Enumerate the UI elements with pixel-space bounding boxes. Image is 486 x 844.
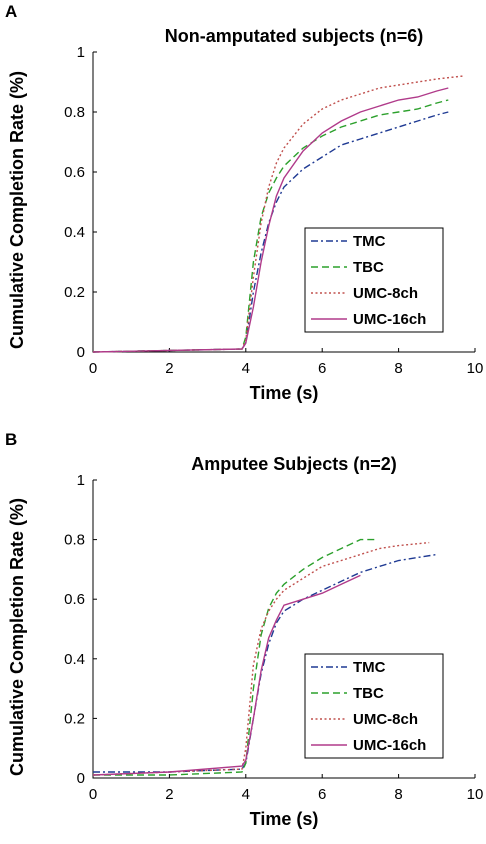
legend-label: TBC bbox=[353, 259, 384, 276]
x-tick-label: 6 bbox=[318, 786, 326, 803]
y-tick-label: 0.4 bbox=[64, 651, 85, 668]
y-tick-label: 1 bbox=[77, 44, 85, 61]
x-tick-label: 4 bbox=[242, 786, 250, 803]
x-axis-label: Time (s) bbox=[250, 383, 319, 403]
x-tick-label: 10 bbox=[467, 786, 484, 803]
y-tick-label: 0.6 bbox=[64, 164, 85, 181]
chart-panel-b: B Amputee Subjects (n=2) 0 2 4 6 8 10 0 0.2 0.4 0.6… bbox=[5, 430, 483, 829]
y-tick-label: 1 bbox=[77, 472, 85, 489]
y-tick-label: 0.2 bbox=[64, 284, 85, 301]
legend: TMC TBC UMC-8ch UMC-16ch bbox=[304, 653, 444, 759]
x-tick-label: 2 bbox=[165, 786, 173, 803]
x-axis-label: Time (s) bbox=[250, 809, 319, 829]
y-tick-label: 0.8 bbox=[64, 104, 85, 121]
chart-panel-a: A Non-amputated subjects (n=6) 0 2 4 6 8 10 0 0.2… bbox=[5, 2, 483, 403]
series-line-tbc bbox=[93, 538, 376, 776]
x-tick-label: 4 bbox=[242, 360, 250, 377]
series-line-tmc bbox=[92, 111, 449, 353]
y-tick-label: 0.2 bbox=[64, 710, 85, 727]
legend-label: UMC-16ch bbox=[353, 311, 426, 328]
legend-box bbox=[304, 227, 444, 333]
y-tick-label: 0.4 bbox=[64, 224, 85, 241]
x-tick-label: 0 bbox=[89, 360, 97, 377]
series-line-umc-16ch bbox=[92, 87, 449, 353]
legend-label: UMC-8ch bbox=[353, 711, 418, 728]
series-line-tbc bbox=[92, 99, 449, 353]
legend-label: TMC bbox=[353, 233, 386, 250]
legend: TMC TBC UMC-8ch UMC-16ch bbox=[304, 227, 444, 333]
y-axis-label: Cumulative Completion Rate (%) bbox=[7, 498, 27, 776]
series-line-umc-8ch bbox=[92, 541, 430, 776]
legend-label: UMC-16ch bbox=[353, 737, 426, 754]
chart-title: Amputee Subjects (n=2) bbox=[191, 454, 397, 474]
y-tick-label: 0.8 bbox=[64, 532, 85, 549]
legend-label: TMC bbox=[353, 659, 386, 676]
x-tick-label: 8 bbox=[394, 786, 402, 803]
y-axis-label: Cumulative Completion Rate (%) bbox=[7, 71, 27, 349]
x-tick-label: 8 bbox=[394, 360, 402, 377]
panel-letter: A bbox=[5, 2, 17, 21]
x-tick-label: 6 bbox=[318, 360, 326, 377]
x-tick-label: 0 bbox=[89, 786, 97, 803]
legend-label: TBC bbox=[353, 685, 384, 702]
x-tick-label: 10 bbox=[467, 360, 484, 377]
chart-title: Non-amputated subjects (n=6) bbox=[165, 26, 424, 46]
x-tick-label: 2 bbox=[165, 360, 173, 377]
legend-box bbox=[304, 653, 444, 759]
y-tick-label: 0 bbox=[77, 770, 85, 787]
y-tick-label: 0 bbox=[77, 344, 85, 361]
legend-label: UMC-8ch bbox=[353, 285, 418, 302]
panel-letter: B bbox=[5, 430, 17, 449]
series-line-umc-16ch bbox=[92, 574, 361, 776]
y-tick-label: 0.6 bbox=[64, 591, 85, 608]
